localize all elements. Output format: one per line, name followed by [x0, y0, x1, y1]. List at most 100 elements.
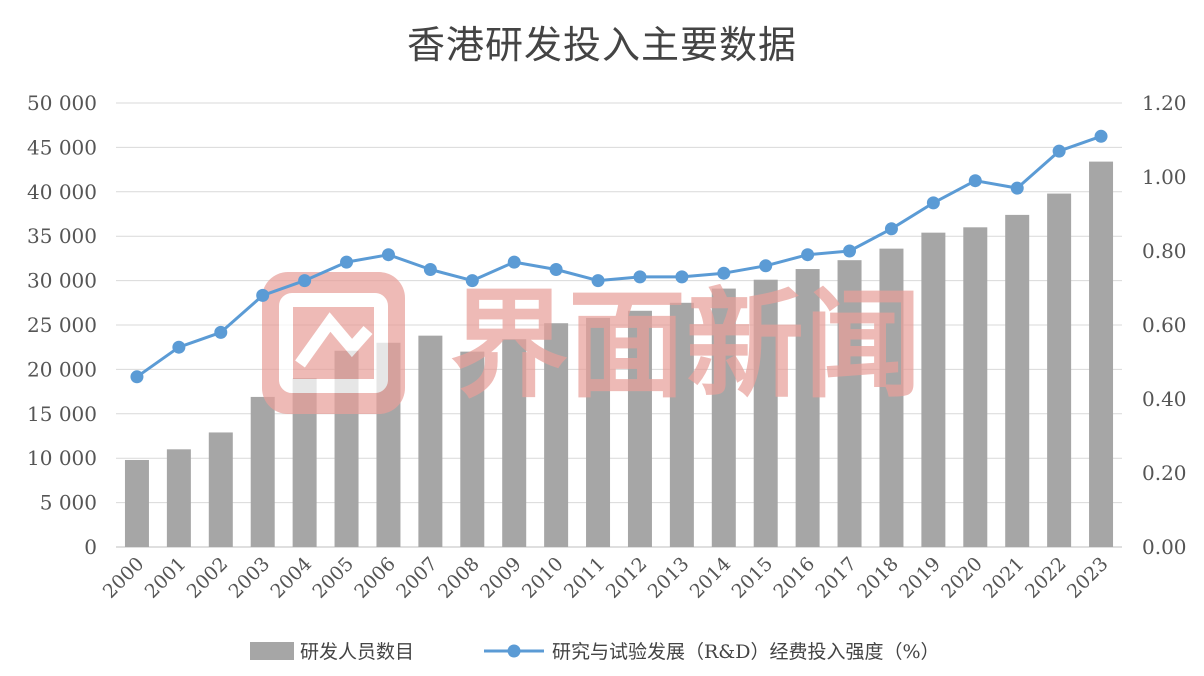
x-tick-label: 2021: [979, 553, 1029, 603]
line-point: [1094, 129, 1108, 143]
bar: [963, 227, 988, 547]
x-tick-label: 2023: [1063, 553, 1113, 603]
bar: [1089, 161, 1114, 547]
bar: [711, 288, 736, 547]
line-point: [884, 222, 898, 236]
line-point: [968, 174, 982, 188]
bar: [879, 248, 904, 547]
line-point: [298, 274, 312, 288]
x-tick-label: 2015: [727, 553, 777, 603]
line-layer: [130, 129, 1108, 384]
bar: [250, 396, 275, 547]
y-left-tick-label: 30 000: [27, 269, 97, 293]
bar-layer: [124, 161, 1114, 548]
x-tick-label: 2019: [895, 553, 945, 603]
line-point: [423, 263, 437, 276]
grid-layer: [116, 102, 1122, 548]
bar: [1005, 214, 1030, 547]
y-right-tick-label: 0.00: [1142, 535, 1187, 559]
line-point: [340, 255, 354, 269]
x-tick-label: 2018: [853, 553, 903, 603]
bar: [544, 323, 569, 547]
legend-bar-label: 研发人员数目: [300, 641, 414, 663]
legend: 研发人员数目 研究与试验发展（R&D）经费投入强度（%）: [250, 641, 940, 663]
x-tick-label: 2008: [434, 553, 484, 603]
x-tick-label: 2012: [602, 553, 652, 603]
line-point: [717, 266, 731, 280]
bar: [627, 310, 652, 547]
y-left-tick-label: 35 000: [27, 224, 97, 248]
line-point: [675, 270, 689, 284]
line-point: [759, 259, 773, 273]
line-point: [214, 325, 228, 339]
y-left-tick-label: 5 000: [40, 491, 97, 515]
bar: [166, 449, 191, 547]
x-tick-label: 2009: [476, 553, 526, 603]
x-tick-label: 2011: [560, 553, 610, 603]
line-point: [507, 255, 521, 269]
x-tick-label: 2001: [141, 553, 191, 603]
x-tick-label: 2017: [811, 553, 861, 603]
bar: [795, 269, 820, 547]
y-right-tick-label: 0.60: [1142, 313, 1187, 337]
line-point: [465, 274, 479, 288]
line-point: [926, 196, 940, 210]
x-tick-label: 2010: [518, 553, 568, 603]
line-point: [591, 274, 605, 288]
y-left-tick-label: 50 000: [27, 91, 97, 115]
y-right-tick-label: 0.80: [1142, 239, 1187, 263]
y-left-tick-label: 25 000: [27, 313, 97, 337]
watermark-text: 界面新闻: [450, 276, 922, 414]
legend-line-label: 研究与试验发展（R&D）经费投入强度（%）: [552, 641, 940, 663]
x-tick-label: 2000: [99, 553, 149, 603]
line-point: [172, 340, 186, 354]
line-point: [130, 370, 144, 384]
line-point: [256, 288, 270, 302]
x-tick-label: 2005: [308, 553, 358, 603]
y-right-tick-label: 1.00: [1142, 165, 1187, 189]
bar: [586, 317, 611, 547]
bar: [208, 432, 233, 547]
line-point: [381, 248, 395, 262]
x-tick-label: 2006: [350, 553, 400, 603]
x-tick-label: 2004: [266, 553, 316, 603]
bar: [124, 459, 149, 547]
bar: [502, 339, 527, 547]
bar: [921, 232, 946, 547]
legend-line-marker: [507, 644, 521, 658]
bar: [837, 260, 862, 547]
bar: [1047, 193, 1072, 548]
legend-bar-swatch: [250, 642, 294, 660]
chart-title: 香港研发投入主要数据: [406, 23, 797, 67]
y-left-tick-label: 0: [84, 535, 97, 559]
line-point: [801, 248, 815, 262]
x-tick-label: 2016: [769, 553, 819, 603]
line-point: [843, 244, 857, 258]
y-left-tick-label: 20 000: [27, 357, 97, 381]
watermark-logo-icon: [262, 272, 405, 414]
bar: [460, 351, 485, 547]
line-point: [633, 270, 647, 284]
x-tick-label: 2007: [392, 553, 442, 603]
y-left-tick-label: 40 000: [27, 180, 97, 204]
x-tick-label: 2003: [224, 553, 274, 603]
y-right-tick-label: 1.20: [1142, 91, 1187, 115]
bar: [669, 302, 694, 547]
x-tick-label: 2022: [1021, 553, 1071, 603]
bar: [418, 335, 443, 547]
y-right-tick-label: 0.40: [1142, 387, 1187, 411]
line-point: [1010, 181, 1024, 195]
y-left-tick-label: 10 000: [27, 446, 97, 470]
y-left-tick-label: 45 000: [27, 135, 97, 159]
line-point: [549, 263, 563, 276]
x-tick-label: 2014: [686, 553, 736, 603]
y-left-tick-label: 15 000: [27, 402, 97, 426]
watermark: 界面新闻: [262, 272, 922, 414]
line-series: [136, 134, 1102, 379]
x-tick-label: 2020: [937, 553, 987, 603]
y-right-tick-label: 0.20: [1142, 461, 1187, 485]
bar: [753, 279, 778, 547]
line-point: [1052, 144, 1066, 158]
